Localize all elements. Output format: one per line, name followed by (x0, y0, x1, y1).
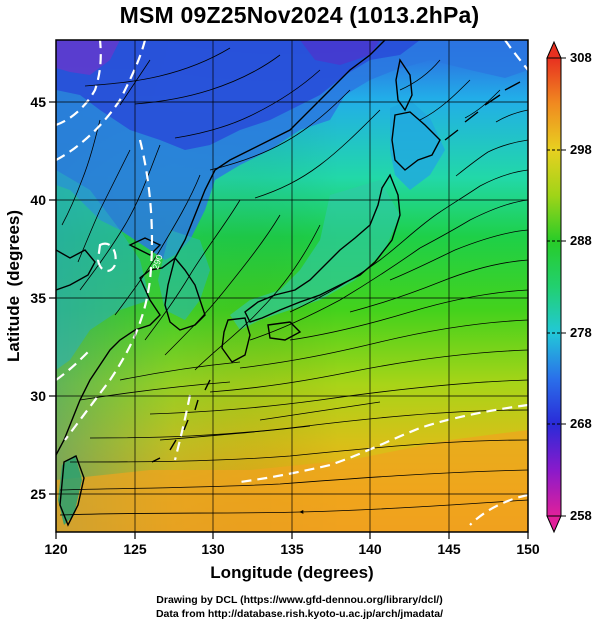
x-axis-label: Longitude (degrees) (210, 563, 373, 582)
x-tick-label: 145 (437, 541, 461, 557)
colorbar-tick-label: 308 (570, 50, 592, 65)
continent-coldest-region (56, 40, 420, 150)
colorbar-tick-label: 258 (570, 508, 592, 523)
credit-data: Data from http://database.rish.kyoto-u.a… (155, 608, 444, 620)
y-tick-label: 45 (30, 94, 46, 110)
chart-title: MSM 09Z25Nov2024 (1013.2hPa) (119, 2, 480, 28)
colorbar-max-arrow (546, 40, 562, 59)
x-tick-label: 125 (123, 541, 147, 557)
y-tick-label: 40 (30, 192, 46, 208)
colorbar-min-arrow (546, 515, 562, 534)
colorbar-tick-label: 278 (570, 325, 592, 340)
colorbar-tick-label: 268 (570, 416, 592, 431)
colorbar: 308 298 288 278 268 258 (546, 40, 592, 534)
wind-streamlines (59, 47, 528, 516)
y-tick-label: 30 (30, 388, 46, 404)
y-tick-label: 35 (30, 290, 46, 306)
x-tick-label: 130 (201, 541, 225, 557)
y-tick-label: 25 (30, 486, 46, 502)
map-grid (56, 40, 528, 532)
x-tick-label: 120 (44, 541, 68, 557)
colorbar-tick-label: 288 (570, 233, 592, 248)
x-tick-label: 150 (516, 541, 540, 557)
x-tick-label: 140 (358, 541, 382, 557)
coastlines (56, 40, 521, 527)
colorbar-tick-label: 298 (570, 142, 592, 157)
credit-drawing: Drawing by DCL (https://www.gfd-dennou.o… (156, 594, 443, 606)
temperature-contours (56, 40, 528, 526)
y-axis-label: Latitude (degrees) (4, 210, 23, 362)
contour-label: 290 (150, 253, 164, 270)
x-tick-label: 135 (280, 541, 304, 557)
